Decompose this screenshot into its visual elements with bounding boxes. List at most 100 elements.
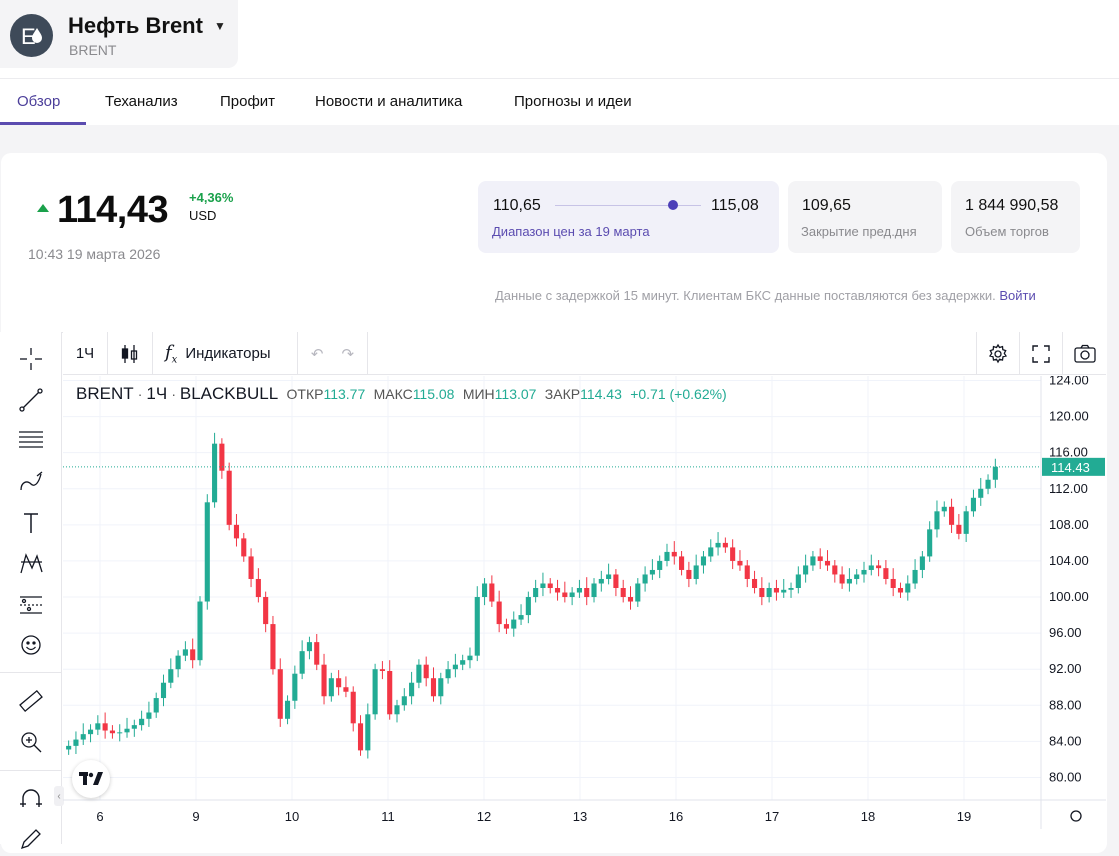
axis-settings-icon[interactable] (1070, 810, 1082, 822)
price-tick-label: 96.00 (1049, 625, 1082, 640)
candle-body (949, 506, 955, 525)
candle-body (387, 670, 393, 715)
candle-body (474, 597, 480, 656)
time-tick-label: 6 (96, 809, 103, 824)
candle-body (160, 682, 167, 699)
crosshair-icon[interactable] (14, 342, 48, 376)
asset-selector[interactable]: E (0, 0, 238, 68)
tab-overview[interactable]: Обзор (17, 93, 61, 110)
chart-widget (0, 332, 1106, 844)
asset-name[interactable]: Нефть Brent (68, 13, 203, 38)
function-icon: fx (165, 341, 178, 366)
candle-body (306, 642, 312, 652)
candle-body (795, 574, 801, 588)
candle-body (788, 588, 794, 590)
candle-body (868, 565, 874, 570)
day-range-box: 110,65 115,08 Диапазон цен за 19 марта (478, 181, 779, 253)
tab-tech-analysis[interactable]: Теханализ (105, 93, 178, 110)
candle-body (883, 568, 889, 579)
time-tick-label: 11 (381, 809, 395, 824)
pattern-icon[interactable] (14, 547, 48, 581)
price-change: +4,36% (189, 190, 234, 205)
candle-body (562, 592, 568, 598)
trend-line-icon[interactable] (14, 383, 48, 417)
volume-label: Объем торгов (965, 224, 1049, 239)
zoom-in-icon[interactable] (14, 725, 48, 759)
chevron-left-icon[interactable]: ‹ (54, 786, 64, 806)
interval-selector[interactable]: 1Ч (63, 332, 108, 375)
candle-body (394, 705, 400, 715)
candle-body (832, 565, 838, 575)
candle-body (525, 597, 531, 616)
candle-body (722, 542, 728, 548)
pencil-lock-icon[interactable] (14, 822, 48, 856)
price-tick-label: 92.00 (1049, 661, 1082, 676)
tab-news[interactable]: Новости и аналитика (315, 93, 463, 110)
tab-forecasts[interactable]: Прогнозы и идеи (514, 93, 632, 110)
camera-icon[interactable] (1063, 332, 1106, 375)
candle-body (321, 664, 327, 697)
candlestick-chart[interactable]: 80.00 84.00 88.00 92.00 96.00 100.00 104.00 108… (63, 376, 1106, 829)
candle-body (467, 655, 473, 661)
candle-body (503, 624, 510, 629)
time-tick-label: 19 (957, 809, 971, 824)
candle-body (401, 696, 407, 706)
candle-body (168, 669, 174, 683)
range-low: 110,65 (493, 197, 541, 214)
candle-body (773, 588, 779, 593)
candle-body (810, 556, 816, 566)
candle-body (445, 669, 451, 679)
time-tick-label: 16 (669, 809, 683, 824)
legend-high-label: МАКС (373, 386, 413, 402)
candle-body (759, 588, 765, 598)
emoji-icon[interactable] (14, 628, 48, 662)
price-tick-label: 124.00 (1049, 376, 1089, 388)
last-price-tag (1042, 457, 1105, 476)
candles-icon[interactable] (108, 332, 153, 375)
redo-icon[interactable]: ↷ (341, 345, 355, 363)
candle-body (737, 560, 743, 566)
text-icon[interactable] (14, 506, 48, 540)
candle-body (547, 583, 553, 588)
ruler-icon[interactable] (14, 684, 48, 718)
chevron-down-icon[interactable]: ▼ (214, 19, 226, 33)
time-tick-label: 18 (861, 809, 875, 824)
candle-body (956, 524, 962, 534)
candle-body (992, 466, 998, 480)
fib-lines-icon[interactable] (14, 423, 48, 457)
candle-body (102, 723, 108, 731)
candle-body (430, 678, 437, 697)
price-tick-label: 120.00 (1049, 409, 1089, 424)
price-tick-label: 104.00 (1049, 553, 1089, 568)
prev-close-box: 109,65 Закрытие пред.дня (788, 181, 942, 253)
candle-body (664, 551, 670, 561)
tab-profit[interactable]: Профит (220, 93, 276, 110)
candle-body (80, 734, 86, 740)
candle-body (496, 601, 502, 625)
tradingview-logo[interactable] (72, 760, 110, 798)
fullscreen-icon[interactable] (1020, 332, 1063, 375)
candle-body (985, 479, 991, 489)
legend-source: BLACKBULL (179, 384, 279, 403)
candle-body (284, 700, 291, 719)
brush-icon[interactable] (14, 465, 48, 499)
candle-body (708, 547, 714, 557)
active-tab-indicator (0, 122, 86, 125)
magnet-icon[interactable] (14, 782, 48, 816)
candle-body (591, 583, 597, 598)
candle-body (715, 542, 721, 548)
candle-body (423, 664, 429, 679)
price-currency: USD (189, 208, 217, 223)
settings-gear-icon[interactable] (976, 332, 1020, 375)
price-tick-label: 112.00 (1049, 481, 1088, 496)
candle-body (416, 664, 422, 683)
indicators-button[interactable]: fx Индикаторы (153, 332, 298, 375)
forecast-icon[interactable] (14, 588, 48, 622)
candle-body (365, 714, 371, 751)
undo-icon[interactable]: ↶ (310, 345, 324, 363)
candle-body (175, 655, 181, 670)
candle-body (897, 588, 904, 593)
candle-body (730, 547, 736, 561)
candle-body (540, 583, 546, 588)
login-link[interactable]: Войти (999, 288, 1036, 303)
